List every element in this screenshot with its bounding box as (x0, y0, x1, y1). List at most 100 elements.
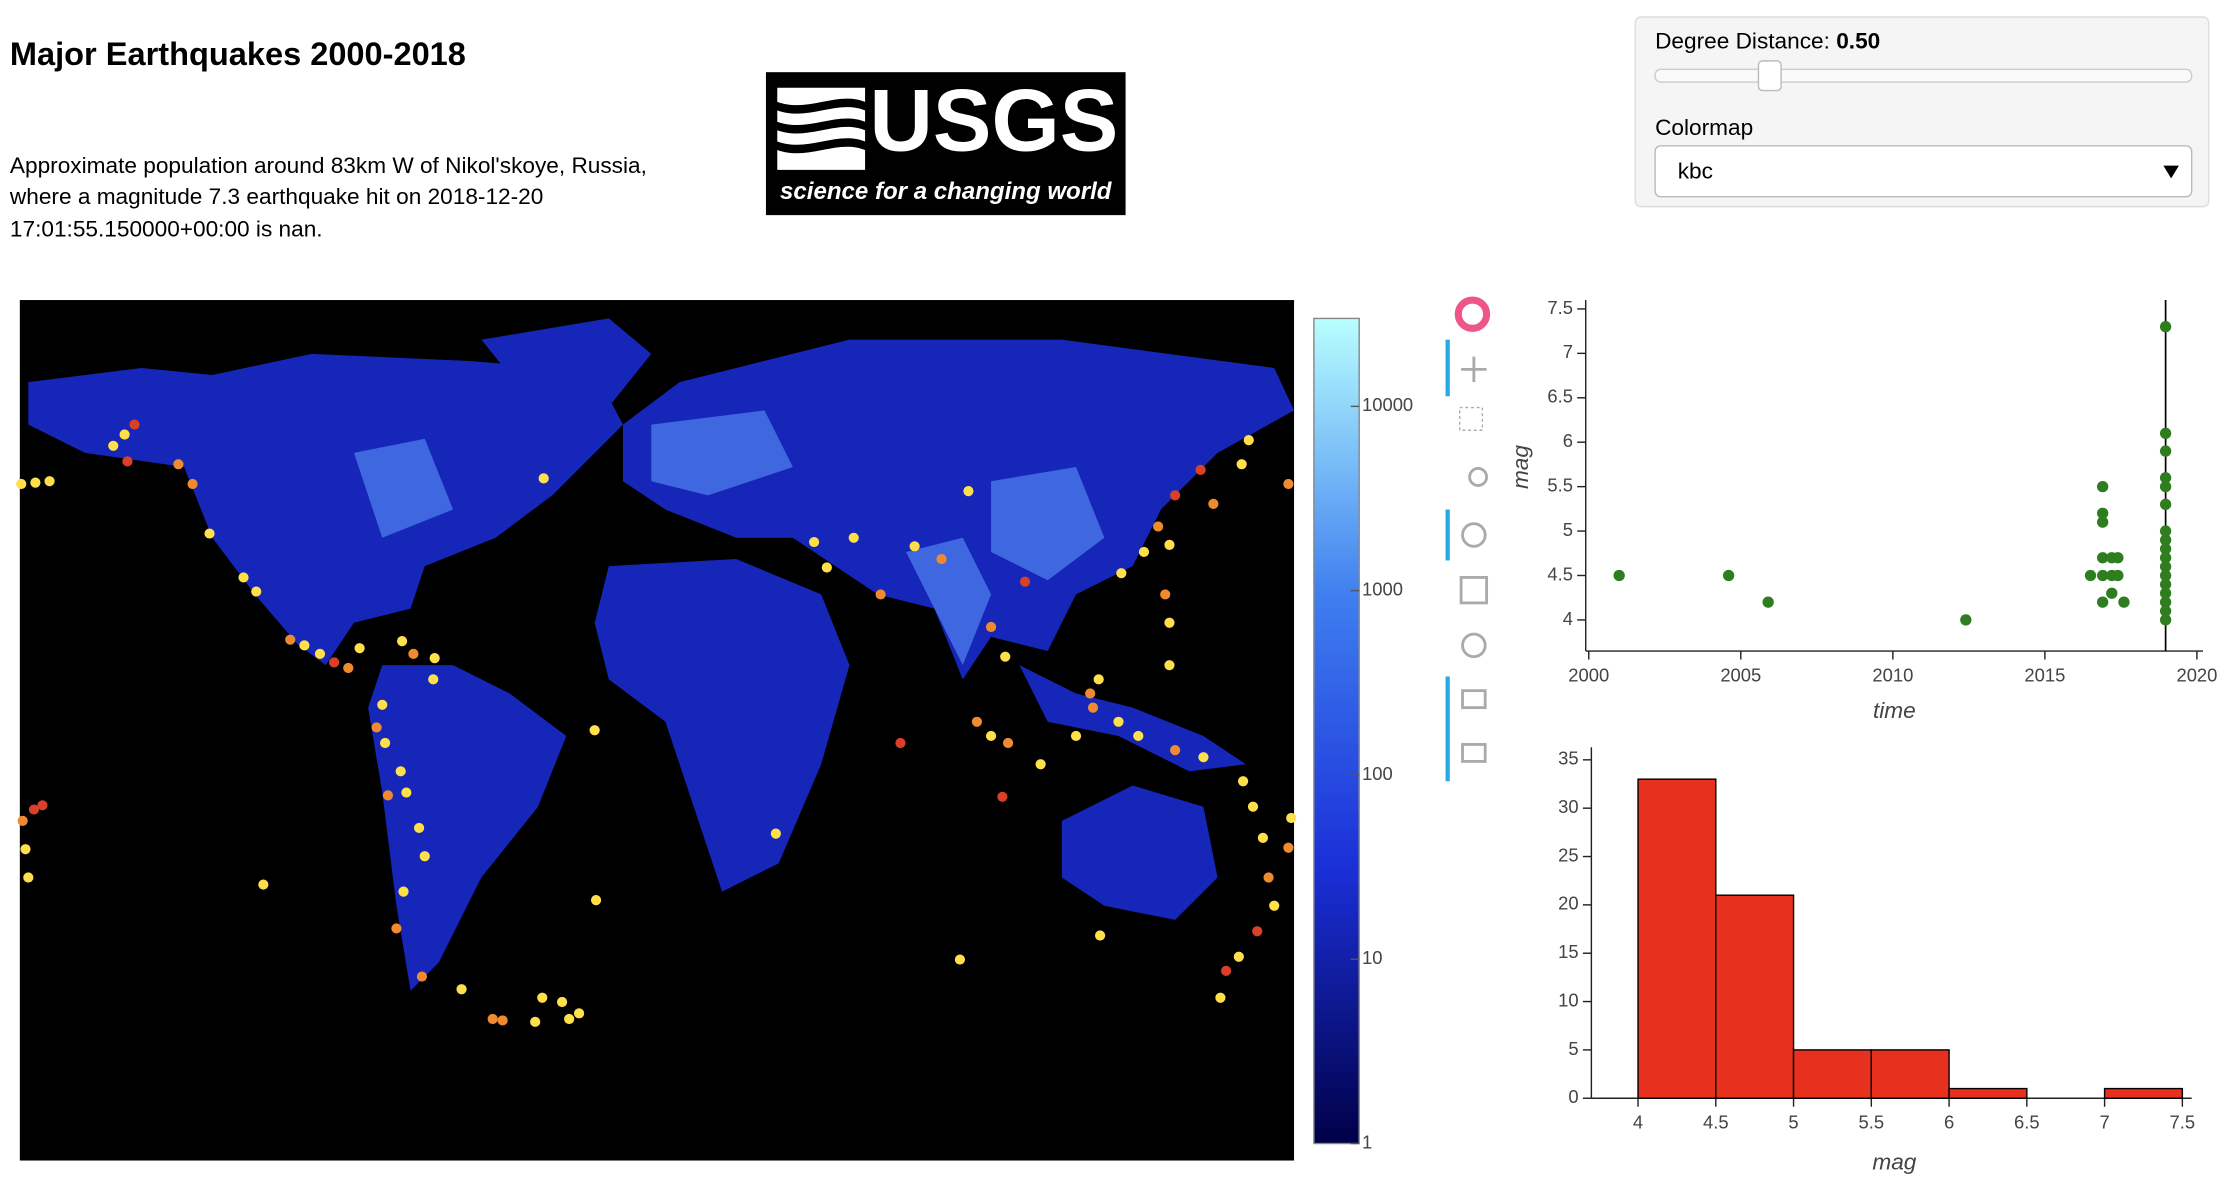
point (2096, 480, 2109, 493)
x-tick-label: 5 (1788, 1112, 1798, 1133)
y-tick-label: 6 (1563, 430, 1573, 451)
earthquake-dot (1085, 688, 1096, 699)
hover-tool[interactable] (1461, 743, 1487, 763)
zoom-tool[interactable] (1461, 522, 1487, 548)
point (2159, 552, 2172, 564)
y-tick-label: 5 (1563, 519, 1573, 540)
point (2096, 569, 2109, 582)
toolbar (1445, 296, 1491, 782)
bar (2103, 1087, 2184, 1099)
earthquake-dot (985, 621, 997, 633)
earthquake-dot (556, 996, 568, 1008)
earthquake-dot (985, 730, 997, 742)
point (2096, 507, 2109, 519)
logo-tagline: science for a changing world (780, 178, 1113, 205)
earthquake-dot (573, 1008, 585, 1019)
controls: Degree Distance: 0.50 Colormap kbc (1634, 16, 2210, 208)
x-tick-label: 5.5 (1859, 1112, 1885, 1133)
earthquake-dot (821, 562, 832, 573)
distance-value: 0.50 (1836, 28, 1880, 53)
point (2159, 587, 2172, 599)
point (2159, 472, 2172, 484)
earthquake-dots (16, 419, 1297, 1027)
earthquake-dot (895, 737, 906, 749)
earthquake-dot (538, 473, 549, 484)
reset-tool[interactable] (1461, 632, 1487, 659)
earthquake-dot (408, 648, 419, 659)
earthquake-dot (285, 634, 296, 645)
point (2096, 596, 2109, 608)
land (622, 339, 1295, 680)
point (1960, 614, 1972, 626)
earthquake-dot (17, 815, 28, 826)
earthquake-dot (187, 478, 198, 490)
earthquake-dot (1002, 737, 1014, 749)
earthquake-dot (391, 923, 402, 934)
earthquake-dot (589, 725, 600, 736)
earthquake-dot (875, 589, 886, 600)
pan-tool[interactable] (1461, 356, 1487, 383)
y-tick-label: 7.5 (1547, 297, 1573, 318)
earthquake-dot (1000, 651, 1011, 662)
earthquake-dot (971, 716, 983, 727)
colorbar-tick-label: 1000 (1362, 579, 1403, 600)
earthquake-dot (1269, 900, 1280, 911)
earthquake-dot (1283, 842, 1294, 853)
earthquake-dot (20, 844, 31, 855)
slider-handle[interactable] (1757, 60, 1782, 92)
point (2159, 498, 2172, 511)
earthquake-dot (537, 992, 548, 1003)
colorbar-tick-label: 1 (1362, 1131, 1372, 1152)
y-tick-label: 30 (1558, 796, 1578, 817)
earthquake-dot (108, 440, 119, 451)
earthquake-dot (16, 478, 27, 490)
point (2159, 445, 2172, 457)
wheel-zoom-tool[interactable] (1468, 467, 1489, 487)
earthquake-dot (1215, 992, 1226, 1003)
point (2159, 480, 2172, 493)
x-tick-label: 2000 (1568, 664, 1609, 685)
earthquake-dot (371, 722, 382, 733)
earthquake-dot (122, 456, 133, 467)
earthquake-dot (1286, 812, 1297, 824)
tool-active (1445, 339, 1450, 397)
y-tick-label: 6.5 (1547, 386, 1573, 407)
tool-active (1445, 509, 1450, 561)
box-zoom-tool[interactable] (1458, 406, 1484, 431)
earthquake-dot (382, 790, 394, 801)
x-tick-label: 2015 (2024, 664, 2065, 685)
earthquake-dot (1035, 759, 1046, 770)
earthquake-dot (395, 766, 406, 777)
earthquake-dot (590, 895, 602, 906)
earthquake-dot (1283, 478, 1294, 490)
save-tool[interactable] (1459, 576, 1489, 605)
bar (1792, 1049, 1873, 1099)
distance-label: Degree Distance: (1655, 28, 1836, 53)
y-tick-label: 20 (1558, 893, 1578, 914)
colormap-select[interactable] (1654, 145, 2193, 198)
populated-area (353, 438, 454, 538)
earthquake-dot (343, 662, 354, 674)
slider-track[interactable] (1654, 68, 2193, 83)
earthquake-dot (23, 872, 34, 883)
x-tick-label: 6 (1944, 1112, 1954, 1133)
description: Approximate population around 83km W of … (10, 153, 647, 178)
x-axis-label: time (1873, 698, 1916, 723)
x-tick-label: 7 (2099, 1112, 2109, 1133)
populated-area (651, 410, 793, 496)
x-tick-label: 2010 (1872, 664, 1913, 685)
point (1613, 569, 1625, 582)
colorbar-tick-label: 100 (1362, 763, 1393, 784)
point (2159, 543, 2172, 555)
hover-tool[interactable] (1461, 689, 1487, 710)
earthquake-dot (419, 851, 430, 862)
bokeh-logo (1454, 296, 1491, 332)
earthquake-dot (1160, 589, 1171, 600)
point (2112, 552, 2124, 564)
y-tick-label: 4 (1563, 608, 1573, 629)
earthquake-dot (1247, 801, 1259, 812)
y-tick-label: 4.5 (1547, 563, 1573, 584)
earthquake-dot (1243, 435, 1254, 446)
earthquake-dot (1237, 776, 1249, 787)
